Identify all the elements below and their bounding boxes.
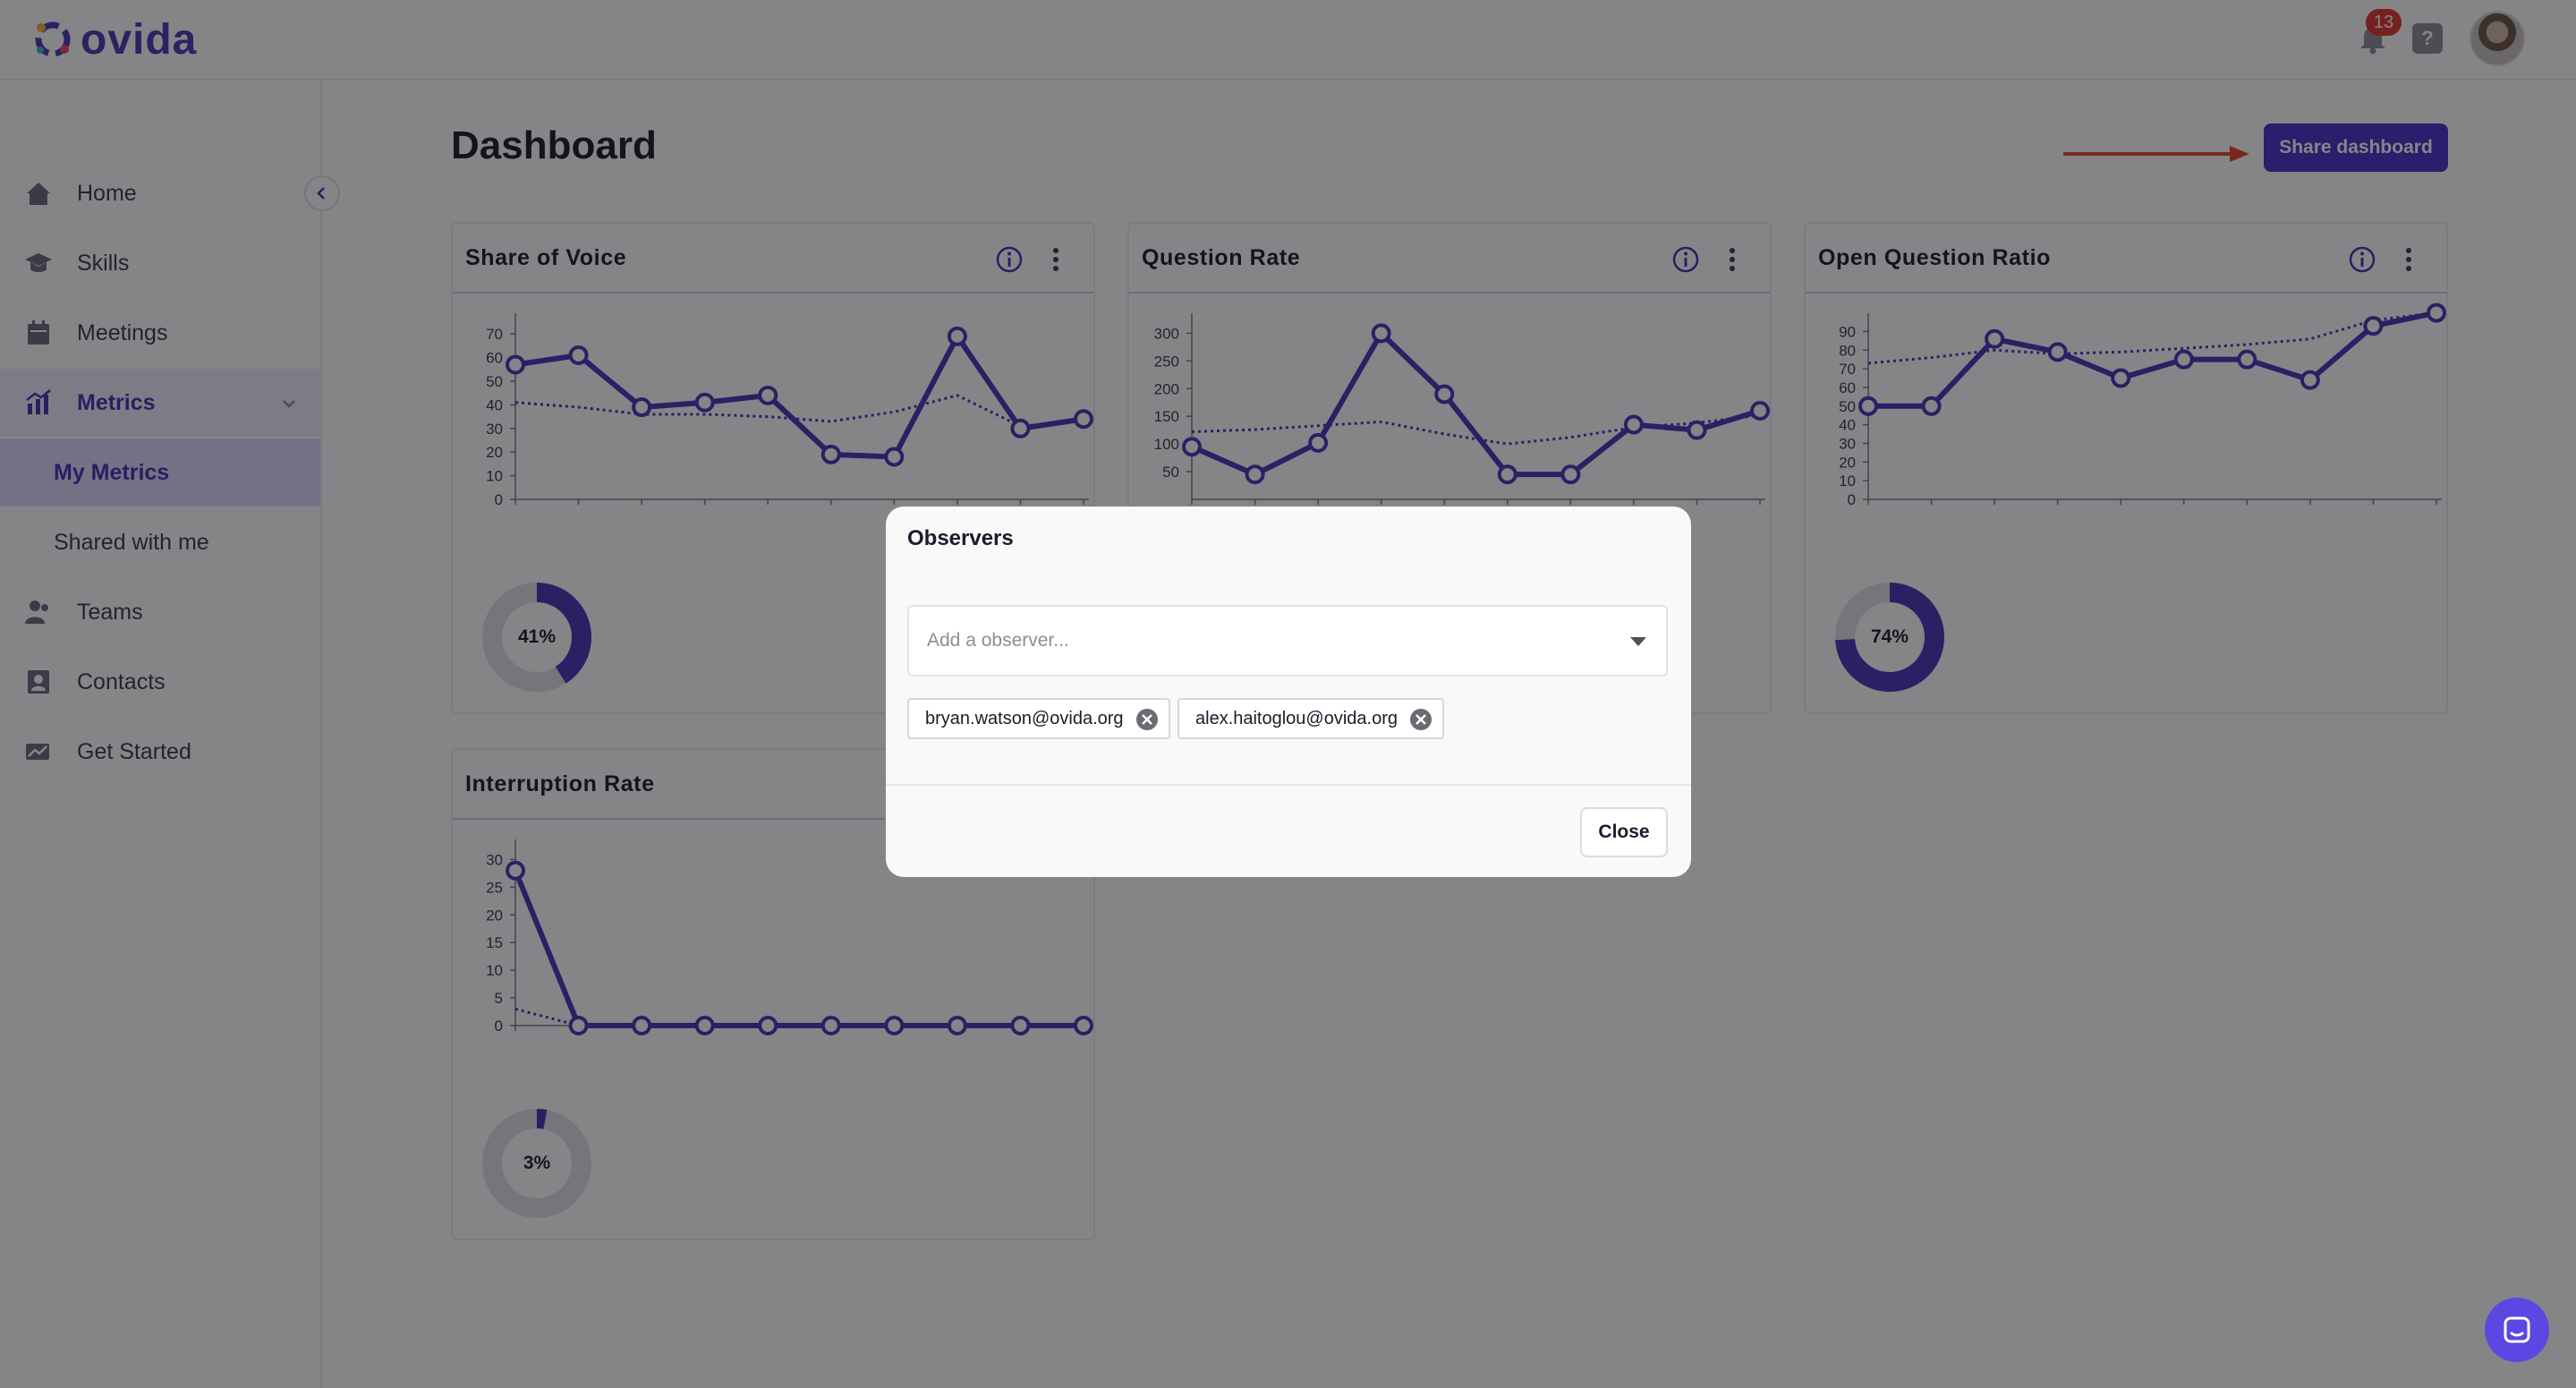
close-button[interactable]: Close — [1580, 807, 1668, 857]
observer-email: alex.haitoglou@ovida.org — [1195, 708, 1399, 728]
observer-select-placeholder: Add a observer... — [927, 630, 1069, 651]
modal-divider — [886, 784, 1691, 786]
observer-email: bryan.watson@ovida.org — [925, 708, 1124, 728]
observers-modal: Observers Add a observer... bryan.watson… — [886, 507, 1691, 877]
observer-select[interactable]: Add a observer... — [907, 605, 1668, 677]
observer-chip: bryan.watson@ovida.org — [907, 698, 1170, 739]
remove-observer-icon[interactable] — [1408, 707, 1433, 732]
chat-launcher-button[interactable] — [2485, 1298, 2549, 1362]
remove-observer-icon[interactable] — [1135, 707, 1160, 732]
chat-icon — [2504, 1316, 2530, 1343]
observer-chip: alex.haitoglou@ovida.org — [1177, 698, 1445, 739]
dropdown-caret-icon[interactable] — [1630, 637, 1646, 646]
modal-title: Observers — [907, 526, 1014, 550]
